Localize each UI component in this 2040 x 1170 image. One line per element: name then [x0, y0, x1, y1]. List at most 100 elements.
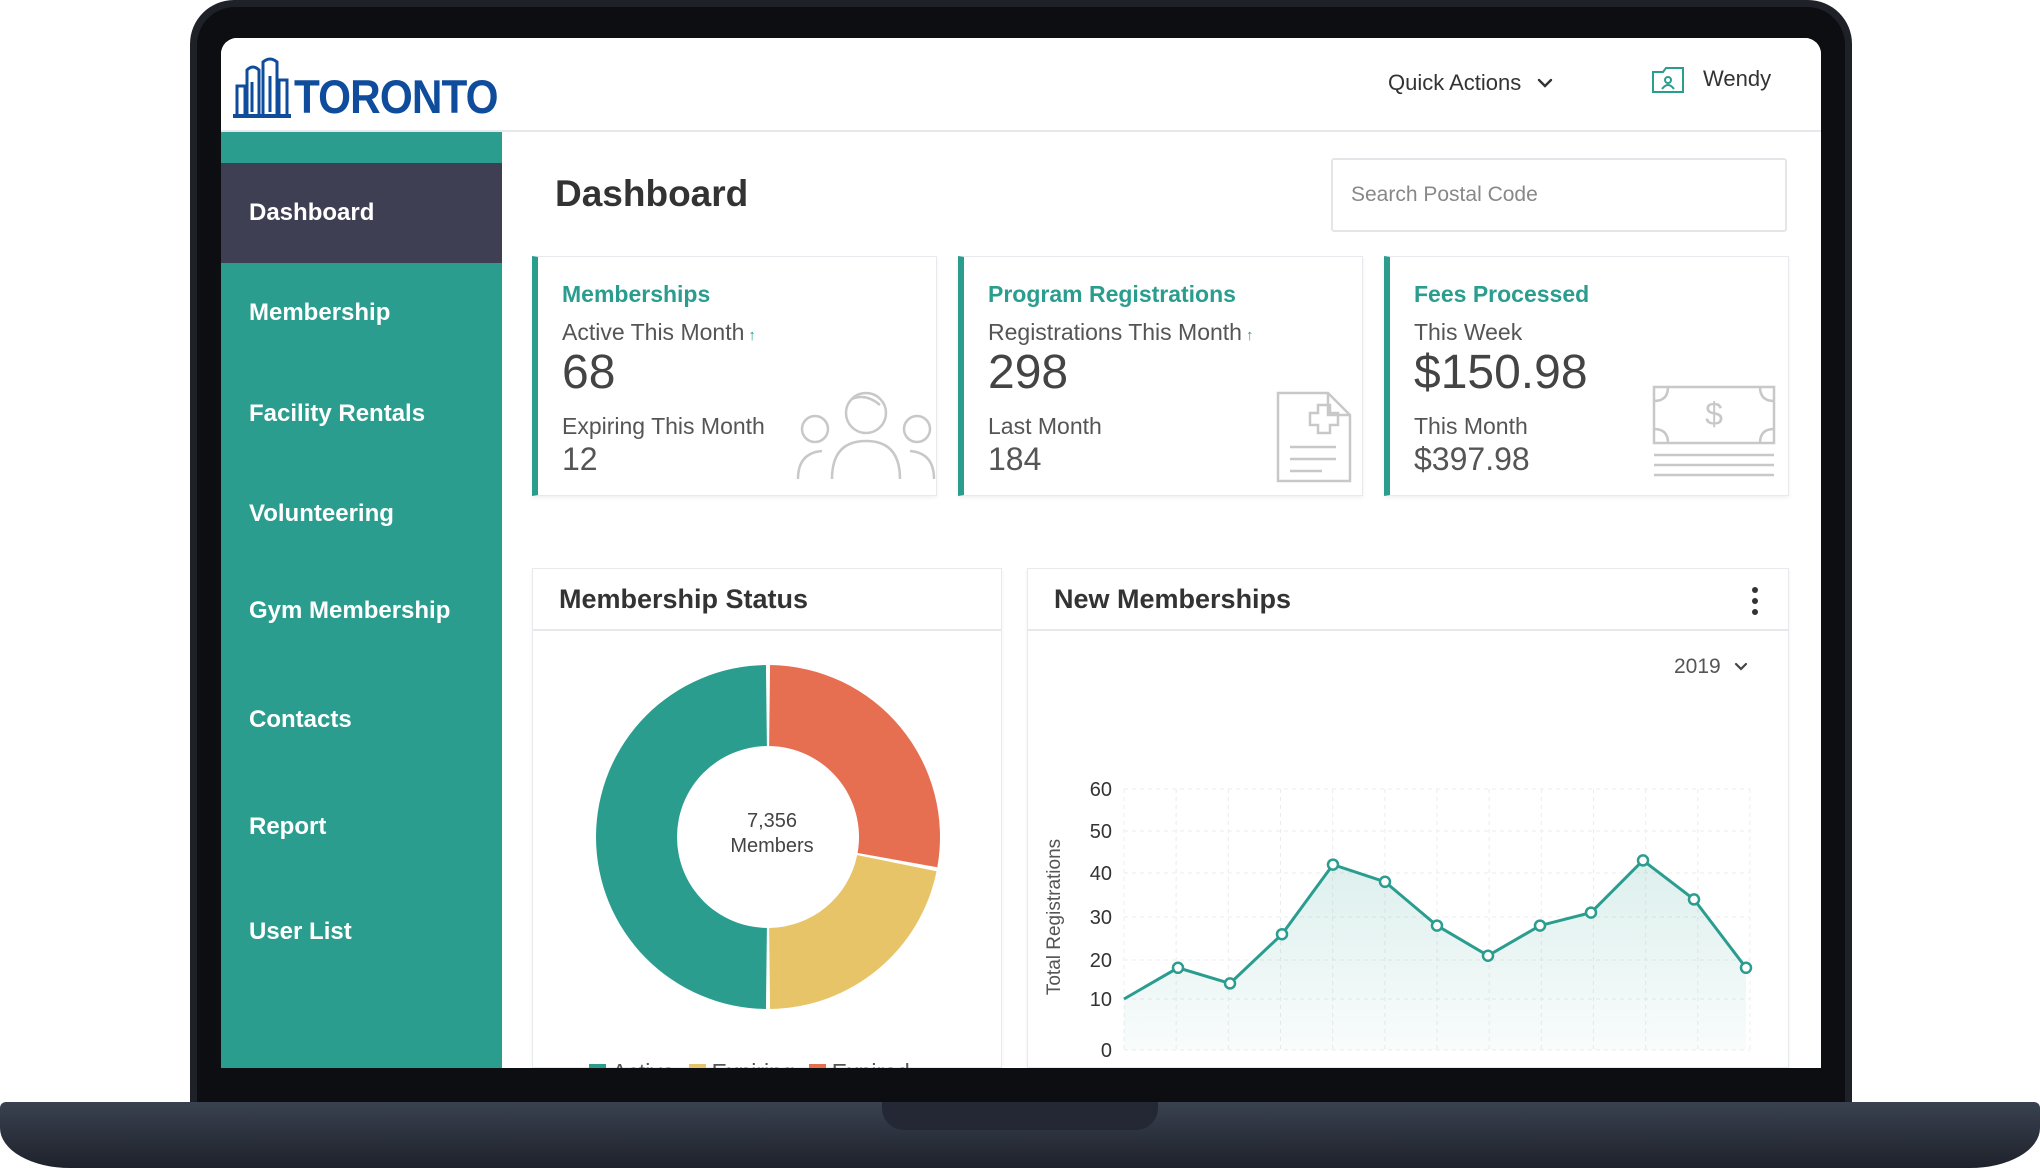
x-tick-label: Jul: [1470, 1066, 1496, 1068]
new-memberships-line-chart: 0 10 20 30 40 50 60 Total Registrations Jan Feb Ma…: [1044, 779, 1755, 1068]
sidebar-item-volunteering[interactable]: Volunteering: [249, 500, 394, 527]
fees-processed-card[interactable]: Fees Processed This Week $150.98 This Mo…: [1384, 256, 1789, 496]
data-point-aug[interactable]: [1533, 919, 1547, 932]
chevron-down-icon: [1734, 662, 1747, 671]
legend-item-expired[interactable]: Expired: [808, 1059, 910, 1068]
y-tick-label: 30: [1090, 907, 1112, 929]
more-options-icon[interactable]: [1750, 587, 1760, 615]
donut-center-value: 7,356: [747, 810, 797, 832]
donut-center-label: Members: [730, 835, 813, 857]
donut-legend: Active Expiring Expired: [589, 1059, 924, 1068]
card-secondary-value: 12: [562, 441, 598, 477]
y-tick-label: 20: [1090, 950, 1112, 972]
card-title: Program Registrations: [988, 281, 1236, 307]
quick-actions-dropdown[interactable]: Quick Actions: [1388, 68, 1555, 98]
user-menu[interactable]: Wendy: [1651, 64, 1771, 94]
year-select-value: 2019: [1674, 655, 1721, 678]
card-subtitle: Registrations This Month ↑: [988, 319, 1253, 346]
card-secondary-label: Last Month: [988, 413, 1102, 439]
x-tick-label: Aug: [1516, 1066, 1552, 1068]
program-registrations-card[interactable]: Program Registrations Registrations This…: [958, 256, 1363, 496]
quick-actions-label: Quick Actions: [1388, 70, 1522, 95]
sidebar: Dashboard Membership Facility Rentals Vo…: [221, 132, 502, 1068]
x-tick-label: Jan: [1163, 1066, 1195, 1068]
data-point-jun[interactable]: [1430, 919, 1444, 932]
legend-swatch: [688, 1064, 706, 1068]
card-subtitle-text: Registrations This Month: [988, 319, 1242, 345]
y-tick-label: 0: [1101, 1040, 1112, 1062]
donut-slice-expired[interactable]: [769, 665, 940, 868]
users-group-icon: [796, 391, 936, 480]
legend-label: Expiring: [712, 1059, 795, 1068]
data-point-apr[interactable]: [1326, 858, 1340, 871]
user-name: Wendy: [1703, 66, 1772, 91]
data-point-jan[interactable]: [1171, 961, 1185, 975]
data-point-dec[interactable]: [1739, 961, 1753, 975]
donut-slice-active[interactable]: [596, 665, 767, 1009]
legend-swatch: [808, 1064, 826, 1068]
membership-status-donut-chart: 7,356 Members: [596, 665, 940, 1009]
laptop-notch: [882, 1102, 1158, 1130]
year-select[interactable]: 2019: [1674, 655, 1749, 679]
x-tick-label: Feb: [1213, 1066, 1247, 1068]
card-secondary-value: $397.98: [1414, 441, 1530, 477]
y-axis-label: Total Registrations: [1044, 839, 1065, 995]
data-point-mar[interactable]: [1275, 927, 1289, 941]
legend-item-active[interactable]: Active: [589, 1059, 675, 1068]
sidebar-item-report[interactable]: Report: [249, 813, 327, 840]
donut-slice-expiring[interactable]: [769, 855, 937, 1009]
x-tick-label: Nov: [1668, 1066, 1704, 1068]
x-tick-label: May: [1363, 1066, 1401, 1068]
card-main-value: 68: [562, 346, 616, 399]
legend-label: Active: [612, 1059, 675, 1068]
new-memberships-panel: New Memberships 2019 0 10 20 30 40 50 60 Total …: [1027, 568, 1789, 1068]
y-tick-label: 10: [1090, 989, 1112, 1011]
data-point-feb[interactable]: [1223, 977, 1237, 990]
data-point-jul[interactable]: [1481, 949, 1495, 962]
trend-up-icon: ↑: [1245, 327, 1254, 344]
x-tick-label: Mar: [1264, 1066, 1299, 1068]
card-main-value: $150.98: [1414, 346, 1588, 399]
card-subtitle-text: Active This Month: [562, 319, 745, 345]
logo-wordmark: TORONTO: [294, 70, 499, 123]
trend-up-icon: ↑: [748, 327, 756, 344]
panel-title: Membership Status: [559, 584, 809, 614]
top-bar: TORONTO Quick Actions Wendy: [221, 38, 1821, 132]
legend-label: Expired: [832, 1059, 910, 1068]
panel-title: New Memberships: [1054, 584, 1292, 614]
card-subtitle: Active This Month ↑: [562, 319, 756, 346]
panel-header: New Memberships: [1028, 569, 1788, 631]
search-postal-code-input[interactable]: [1331, 158, 1787, 232]
card-title: Memberships: [562, 281, 711, 307]
sidebar-item-membership[interactable]: Membership: [249, 299, 391, 326]
app-screen: TORONTO Quick Actions Wendy Dashboard Me…: [221, 38, 1821, 1068]
data-point-may[interactable]: [1378, 875, 1392, 889]
sidebar-item-gym-membership[interactable]: Gym Membership: [249, 597, 451, 624]
x-tick-label: Apr: [1315, 1066, 1346, 1068]
document-plus-icon: [1276, 391, 1352, 483]
card-subtitle: This Week: [1414, 319, 1523, 345]
data-point-oct[interactable]: [1636, 854, 1650, 867]
x-tick-label: Dec: [1719, 1066, 1755, 1068]
toronto-logo[interactable]: TORONTO: [233, 56, 499, 123]
y-tick-label: 50: [1090, 821, 1112, 843]
sidebar-item-facility-rentals[interactable]: Facility Rentals: [249, 400, 426, 427]
y-tick-label: 40: [1090, 863, 1112, 885]
x-tick-label: Oct: [1619, 1066, 1651, 1068]
card-secondary-label: Expiring This Month: [562, 413, 765, 439]
data-point-nov[interactable]: [1687, 893, 1701, 906]
city-hall-icon: [233, 57, 291, 118]
user-folder-icon: [1652, 67, 1684, 93]
data-point-sep[interactable]: [1584, 906, 1598, 919]
x-tick-label: Sep: [1567, 1066, 1603, 1068]
y-tick-label: 60: [1090, 779, 1112, 801]
sidebar-item-dashboard[interactable]: Dashboard: [221, 163, 502, 263]
svg-text:$: $: [1705, 396, 1723, 432]
area-fill: [1124, 860, 1746, 1050]
legend-item-expiring[interactable]: Expiring: [688, 1059, 795, 1068]
sidebar-item-user-list[interactable]: User List: [249, 918, 352, 945]
sidebar-item-contacts[interactable]: Contacts: [249, 706, 352, 733]
memberships-card[interactable]: Memberships Active This Month ↑ 68 Expiri…: [532, 256, 937, 496]
page-title: Dashboard: [555, 173, 749, 214]
panel-header: Membership Status: [533, 569, 1001, 631]
